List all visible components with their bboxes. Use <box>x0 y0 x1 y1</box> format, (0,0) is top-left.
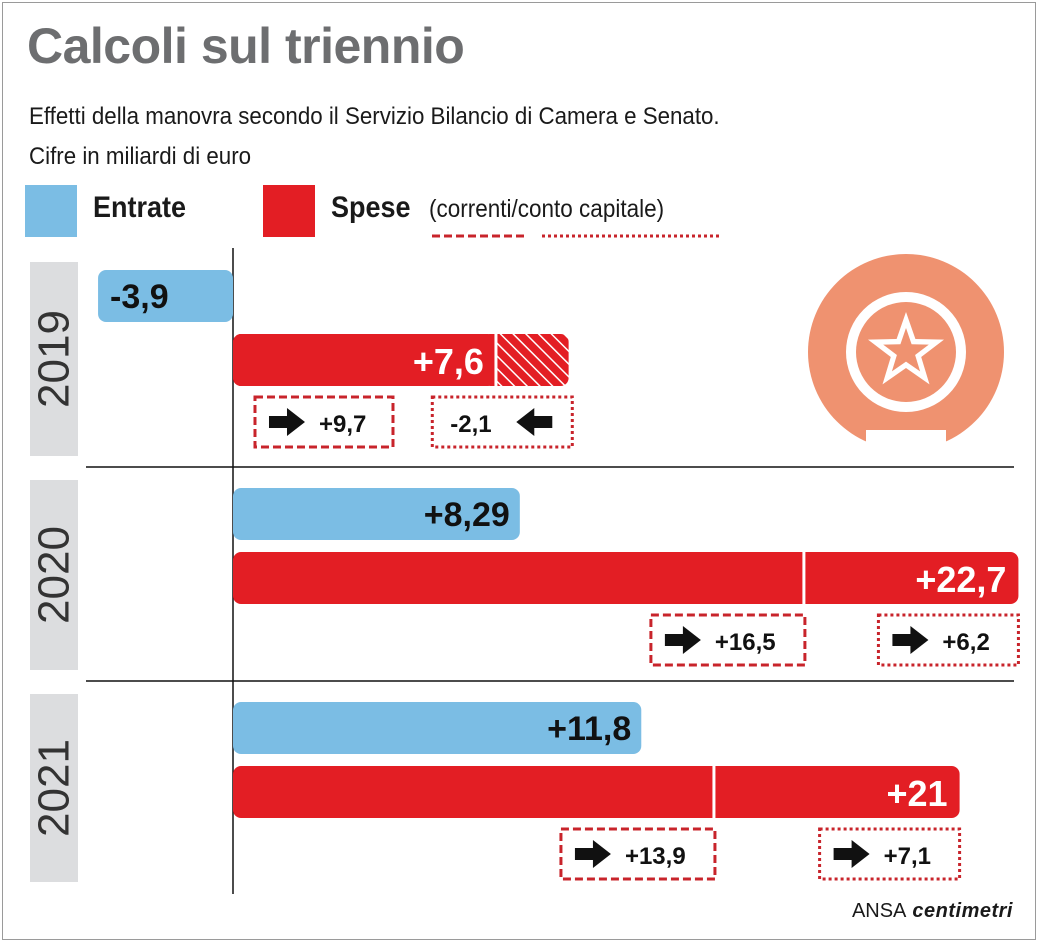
annot-correnti-2021-label: +13,9 <box>625 843 686 870</box>
annot-capitale-2021-label: +7,1 <box>884 843 931 870</box>
label-spese-2021: +21 <box>887 773 948 814</box>
annot-correnti-2019-label: +9,7 <box>319 411 366 438</box>
legend-swatch-spese <box>263 185 315 237</box>
annot-capitale-2021-arrow-right-icon <box>833 840 870 868</box>
annot-correnti-2020: +16,5 <box>649 613 807 667</box>
bar-spese-2020 <box>233 552 1019 604</box>
chart-bars: -3,9 +7,6 +9,7 -2,1 +8,29 +22,7 +16,5 +6,2 +11,8… <box>98 270 1020 881</box>
year-label-2019: 2019 <box>30 310 79 408</box>
legend-swatch-entrate <box>25 185 77 237</box>
bar-entrate-2020 <box>233 488 520 540</box>
source-credit: ANSA centimetri <box>852 900 1013 923</box>
bar-entrate-2019 <box>98 270 233 322</box>
annot-correnti-2020-arrow-right-icon <box>664 626 701 654</box>
year-label-2021: 2021 <box>30 739 79 837</box>
italian-republic-emblem-icon <box>808 254 1004 452</box>
annot-capitale-2021: +7,1 <box>818 827 962 881</box>
year-label-2020: 2020 <box>30 526 79 624</box>
year-band-2019 <box>30 262 78 456</box>
bar-spese-2019 <box>233 334 496 386</box>
year-band-2021 <box>30 694 78 882</box>
label-entrate-2019: -3,9 <box>110 278 169 316</box>
annot-capitale-2020: +6,2 <box>876 613 1020 667</box>
legend-note-spese: (correnti/conto capitale) <box>429 195 665 223</box>
chart-grid: 2019 2020 2021 <box>30 248 1014 894</box>
label-spese-2019: +7,6 <box>413 341 484 382</box>
annot-capitale-2020-arrow-right-icon <box>892 626 929 654</box>
label-spese-2020: +22,7 <box>915 559 1006 600</box>
label-entrate-2020: +8,29 <box>424 496 510 534</box>
source-brand: centimetri <box>912 900 1013 922</box>
chart-title: Calcoli sul triennio <box>27 18 465 74</box>
bar-spese-2021 <box>233 766 960 818</box>
legend-label-spese: Spese <box>331 191 411 224</box>
annot-correnti-2021-arrow-right-icon <box>574 840 611 868</box>
bar-entrate-2021 <box>233 702 642 754</box>
annot-capitale-2019: -2,1 <box>430 395 574 449</box>
source-agency: ANSA <box>851 900 907 922</box>
annot-correnti-2019: +9,7 <box>253 395 395 449</box>
chart-subtitle: Effetti della manovra secondo il Servizi… <box>29 103 720 130</box>
annot-capitale-2019-label: -2,1 <box>450 411 491 438</box>
annot-capitale-2019-arrow-left-icon <box>516 408 553 436</box>
annot-correnti-2021: +13,9 <box>559 827 717 881</box>
annot-correnti-2020-label: +16,5 <box>715 629 776 656</box>
chart-units-note: Cifre in miliardi di euro <box>29 143 252 170</box>
label-entrate-2021: +11,8 <box>547 710 631 748</box>
annot-correnti-2019-arrow-right-icon <box>268 408 305 436</box>
annot-capitale-2020-frame <box>876 613 1020 667</box>
legend-label-entrate: Entrate <box>93 191 187 224</box>
annot-capitale-2020-label: +6,2 <box>942 629 989 656</box>
year-band-2020 <box>30 480 78 670</box>
